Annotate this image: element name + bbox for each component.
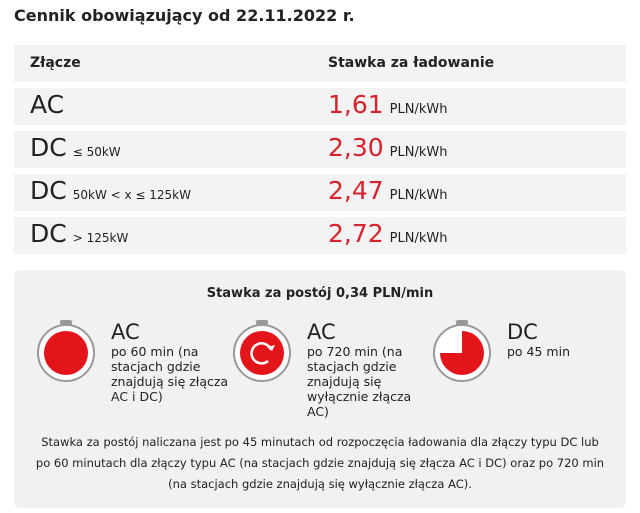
header-cell: Złącze: [30, 55, 81, 71]
price: 2,72 PLN/kWh: [328, 219, 447, 248]
note: Stawka za postój naliczana jest po 45 mi…: [35, 435, 605, 491]
connector-type: DC: [30, 133, 67, 162]
price-value: 2,47: [328, 176, 384, 205]
price-value: 1,61: [328, 90, 384, 119]
header-cell: Stawka za ładowanie: [328, 55, 495, 71]
price-unit: PLN/kWh: [389, 231, 448, 246]
timer-type: AC: [307, 320, 336, 344]
connector-power: ≤ 50kW: [72, 145, 121, 159]
timer-type: AC: [111, 320, 140, 344]
connector-type: DC: [30, 176, 67, 205]
timer-text: po 720 min (na stacjach gdzie znajdują s…: [307, 344, 412, 419]
timer-text: po 60 min (na stacjach gdzie znajdują si…: [111, 344, 229, 404]
connector-type: AC: [30, 90, 65, 119]
table-row: DC > 125kW 2,72 PLN/kWh: [14, 217, 626, 254]
price-value: 2,72: [328, 219, 384, 248]
connector: AC: [30, 90, 64, 119]
timer-icon: [233, 320, 291, 382]
table-row: DC ≤ 50kW 2,30 PLN/kWh: [14, 131, 626, 168]
price: 2,30 PLN/kWh: [328, 133, 447, 162]
table-header: Złącze Stawka za ładowanie: [14, 45, 626, 82]
timer-icon: [37, 320, 95, 382]
connector: DC 50kW < x ≤ 125kW: [30, 176, 191, 205]
timer-type: DC: [507, 320, 538, 344]
connector-power: 50kW < x ≤ 125kW: [72, 188, 191, 202]
price-unit: PLN/kWh: [389, 145, 448, 160]
price-value: 2,30: [328, 133, 384, 162]
price: 2,47 PLN/kWh: [328, 176, 447, 205]
timer-text: po 45 min: [507, 344, 571, 359]
price-unit: PLN/kWh: [389, 188, 448, 203]
connector-power: > 125kW: [72, 231, 129, 245]
connector-type: DC: [30, 219, 67, 248]
price-unit: PLN/kWh: [389, 102, 448, 117]
price: 1,61 PLN/kWh: [328, 90, 447, 119]
connector: DC > 125kW: [30, 219, 128, 248]
title: Cennik obowiązujący od 22.11.2022 r.: [14, 6, 355, 25]
timer-icon: [433, 320, 491, 382]
parking-heading: Stawka za postój 0,34 PLN/min: [206, 286, 434, 301]
table-row: DC 50kW < x ≤ 125kW 2,47 PLN/kWh: [14, 174, 626, 211]
parking-box: Stawka za postój 0,34 PLN/min AC po 60 mi…: [14, 270, 626, 508]
table-row: AC 1,61 PLN/kWh: [14, 88, 626, 125]
connector: DC ≤ 50kW: [30, 133, 121, 162]
